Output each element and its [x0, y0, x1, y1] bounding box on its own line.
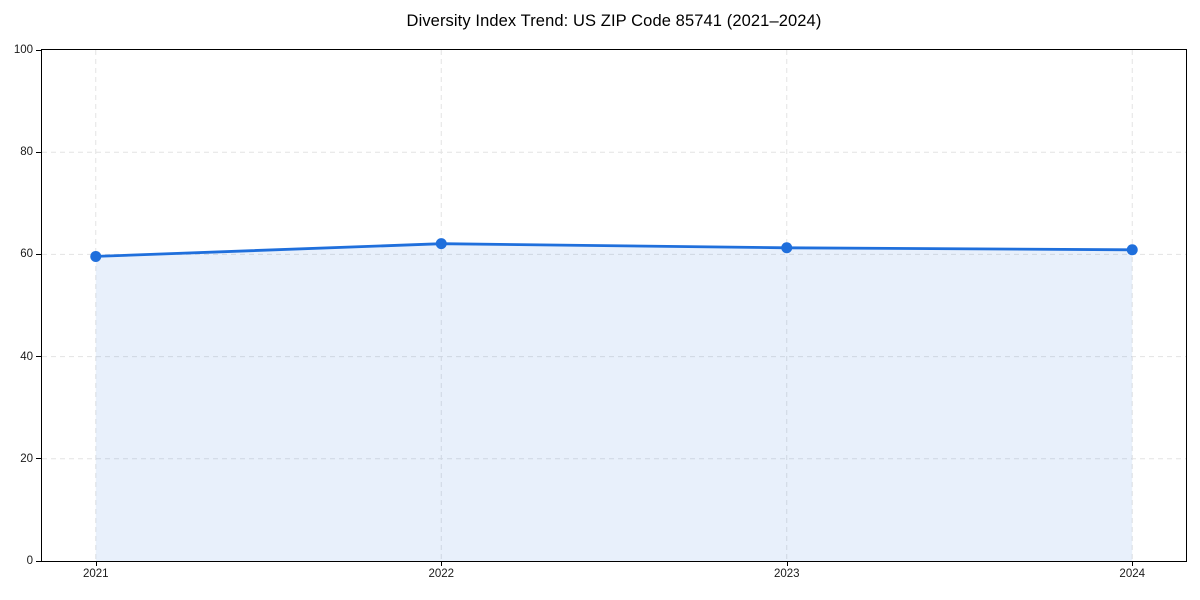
data-point-2023 [781, 242, 793, 254]
y-tick-mark-100 [36, 49, 41, 51]
x-tick-label-2022: 2022 [428, 568, 455, 580]
y-tick-label-80: 80 [20, 146, 33, 159]
y-tick-label-0: 0 [26, 555, 33, 567]
y-tick-mark-20 [36, 458, 41, 460]
y-tick-mark-60 [36, 253, 41, 255]
x-tick-mark-2024 [1132, 561, 1134, 566]
x-tick-label-2024: 2024 [1119, 568, 1146, 580]
y-tick-mark-40 [36, 356, 41, 358]
y-tick-label-40: 40 [20, 350, 33, 363]
x-tick-mark-2022 [441, 561, 443, 566]
chart-title: Diversity Index Trend: US ZIP Code 85741… [406, 12, 822, 30]
data-point-2022 [435, 238, 447, 250]
area-fill [95, 243, 1133, 561]
y-tick-mark-0 [36, 560, 41, 562]
x-tick-label-2021: 2021 [82, 568, 109, 580]
data-point-2024 [1126, 244, 1138, 256]
y-tick-mark-80 [36, 151, 41, 153]
plot-svg [42, 50, 1186, 561]
plot-area [41, 49, 1187, 562]
trend-line [94, 242, 1134, 258]
y-tick-label-60: 60 [20, 248, 33, 261]
y-tick-label-100: 100 [13, 44, 33, 56]
x-tick-mark-2021 [95, 561, 97, 566]
y-tick-label-20: 20 [20, 452, 33, 465]
x-tick-label-2023: 2023 [773, 568, 800, 580]
data-point-2021 [90, 250, 102, 262]
x-tick-mark-2023 [786, 561, 788, 566]
